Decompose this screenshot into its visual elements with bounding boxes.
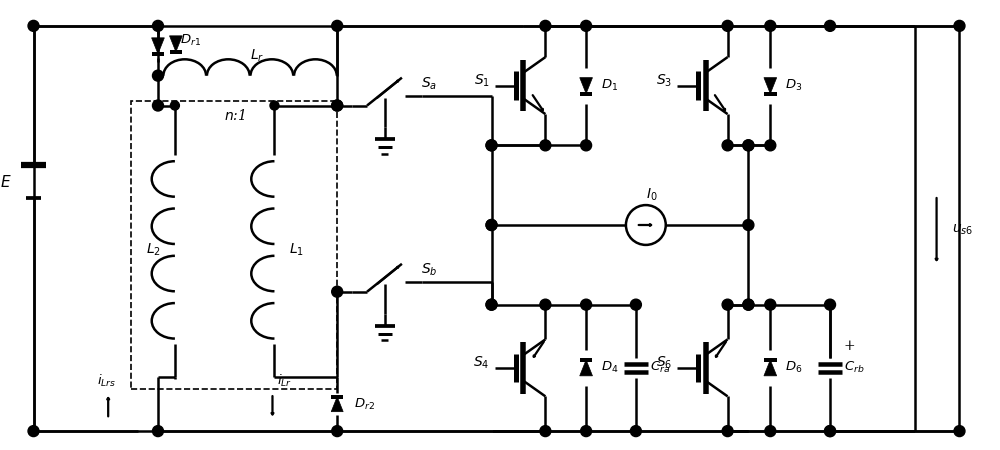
Circle shape [540, 140, 551, 151]
Circle shape [332, 100, 343, 111]
Text: $u_{s6}$: $u_{s6}$ [952, 223, 973, 237]
Text: $i_{Lr}$: $i_{Lr}$ [277, 373, 292, 389]
Circle shape [28, 426, 39, 436]
Circle shape [765, 426, 776, 436]
Circle shape [28, 20, 39, 32]
Text: $S_b$: $S_b$ [421, 261, 437, 278]
Text: $L_r$: $L_r$ [250, 48, 265, 64]
Circle shape [825, 299, 836, 310]
Text: $D_{r1}$: $D_{r1}$ [180, 33, 201, 48]
Circle shape [765, 20, 776, 32]
Circle shape [540, 299, 551, 310]
Circle shape [825, 426, 836, 436]
Text: $S_3$: $S_3$ [656, 72, 672, 89]
Circle shape [152, 70, 163, 81]
Circle shape [581, 140, 592, 151]
Text: $L_1$: $L_1$ [289, 242, 304, 258]
Text: $L_2$: $L_2$ [146, 242, 160, 258]
Circle shape [743, 140, 754, 151]
Circle shape [722, 20, 733, 32]
Text: $n$:1: $n$:1 [224, 108, 245, 123]
Circle shape [581, 299, 592, 310]
Circle shape [332, 286, 343, 297]
Circle shape [954, 20, 965, 32]
Circle shape [630, 299, 641, 310]
Circle shape [152, 20, 163, 32]
Circle shape [743, 299, 754, 310]
Circle shape [722, 140, 733, 151]
Circle shape [722, 299, 733, 310]
Text: $E$: $E$ [0, 174, 12, 190]
Circle shape [486, 220, 497, 230]
Circle shape [581, 20, 592, 32]
Circle shape [581, 426, 592, 436]
Circle shape [765, 140, 776, 151]
Circle shape [332, 100, 343, 111]
Polygon shape [170, 36, 182, 52]
Text: $D_6$: $D_6$ [785, 360, 803, 375]
Text: $S_6$: $S_6$ [656, 355, 672, 371]
Circle shape [486, 299, 497, 310]
Circle shape [954, 426, 965, 436]
Text: $i_{Lrs}$: $i_{Lrs}$ [97, 373, 116, 389]
Circle shape [152, 100, 163, 111]
Text: +: + [844, 339, 856, 353]
Circle shape [540, 20, 551, 32]
Circle shape [270, 101, 279, 110]
Circle shape [630, 426, 641, 436]
Circle shape [825, 426, 836, 436]
Text: $D_3$: $D_3$ [785, 78, 803, 93]
Text: $C_{rb}$: $C_{rb}$ [844, 360, 864, 375]
Circle shape [152, 426, 163, 436]
Circle shape [332, 426, 343, 436]
Polygon shape [764, 360, 777, 376]
Polygon shape [331, 397, 343, 412]
Circle shape [765, 299, 776, 310]
Text: $I_0$: $I_0$ [646, 187, 658, 203]
Circle shape [722, 426, 733, 436]
Circle shape [486, 220, 497, 230]
Text: $D_1$: $D_1$ [601, 78, 618, 93]
Polygon shape [580, 78, 592, 94]
Text: $D_4$: $D_4$ [601, 360, 619, 375]
Text: $S_4$: $S_4$ [473, 355, 490, 371]
Circle shape [332, 20, 343, 32]
Circle shape [743, 299, 754, 310]
Circle shape [486, 140, 497, 151]
Circle shape [486, 299, 497, 310]
Text: $S_a$: $S_a$ [421, 76, 437, 92]
Circle shape [170, 101, 179, 110]
Circle shape [743, 140, 754, 151]
Text: $S_1$: $S_1$ [474, 72, 490, 89]
Polygon shape [152, 38, 164, 54]
Polygon shape [764, 78, 777, 94]
Circle shape [540, 426, 551, 436]
Circle shape [486, 140, 497, 151]
Polygon shape [580, 360, 592, 376]
Circle shape [743, 220, 754, 230]
Text: $C_{ra}$: $C_{ra}$ [650, 360, 670, 375]
Circle shape [825, 20, 836, 32]
Text: $D_{r2}$: $D_{r2}$ [354, 396, 375, 412]
